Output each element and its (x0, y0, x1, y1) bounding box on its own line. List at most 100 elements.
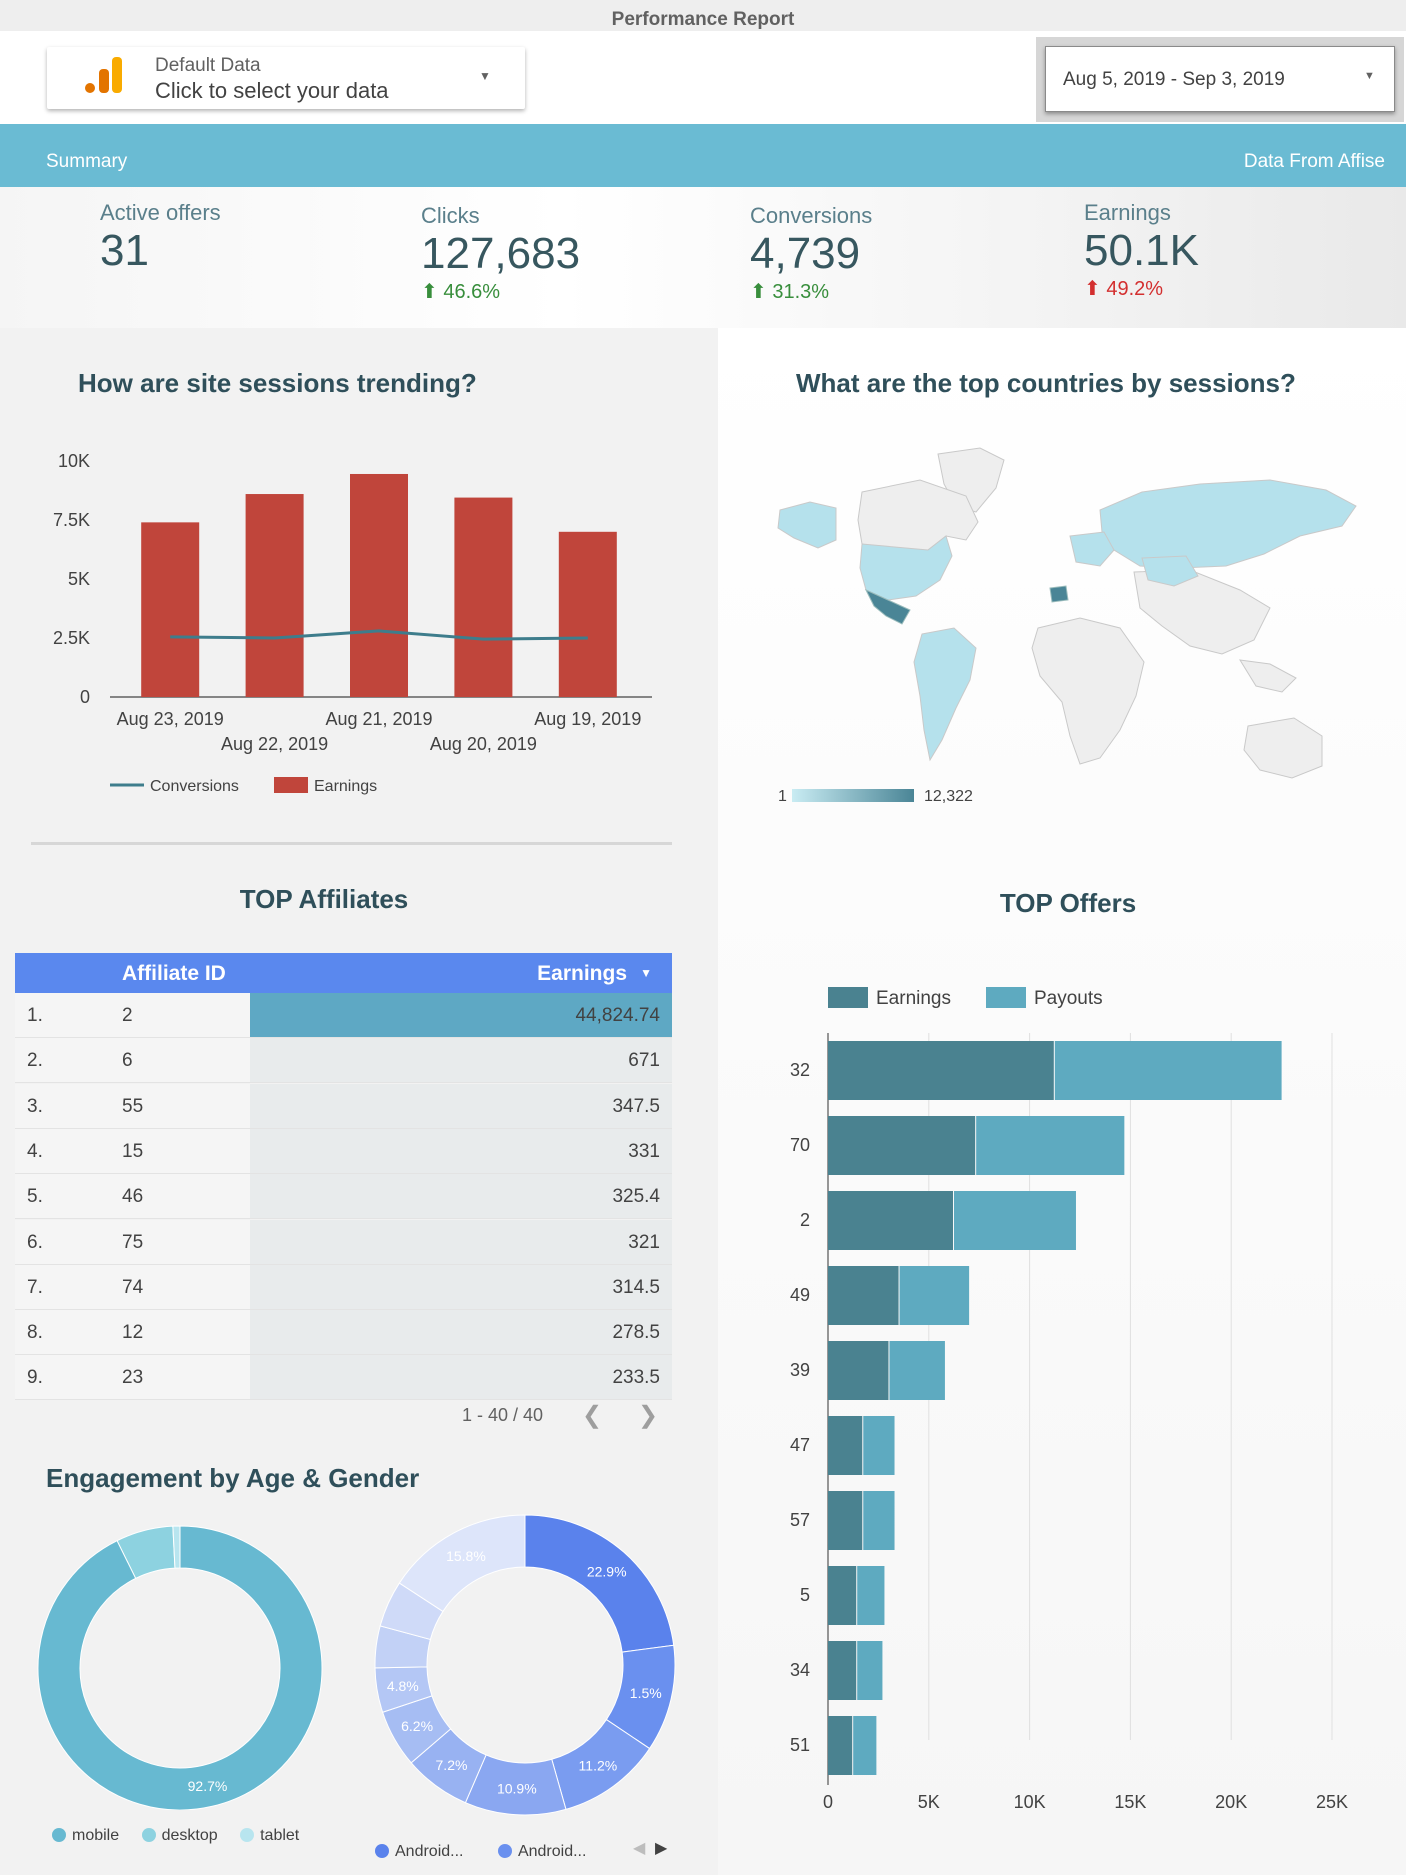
affiliates-title: TOP Affiliates (239, 884, 409, 914)
legend-os-1[interactable]: Android... (375, 1843, 463, 1860)
map-scale-max: 12,322 (924, 788, 973, 805)
pagination-label: 1 - 40 / 40 (462, 1405, 544, 1425)
earnings-bar (250, 1355, 672, 1400)
legend-next-icon[interactable]: ▶ (655, 1840, 668, 1857)
table-row[interactable]: 6. 75 321 (15, 1219, 672, 1265)
kpi-delta: ⬆ 49.2% (1084, 276, 1199, 301)
earnings-bar (828, 1641, 857, 1700)
kpi-active-offers: Active offers 31 (100, 200, 221, 276)
legend-desktop[interactable]: desktop (141, 1827, 218, 1844)
table-row[interactable]: 9. 23 233.5 (15, 1355, 672, 1401)
map-region-spain (1049, 585, 1069, 603)
payouts-bar (899, 1266, 970, 1325)
y-tick-label: 57 (790, 1510, 810, 1530)
kpi-delta: ⬆ 46.6% (421, 279, 580, 304)
slice-label: 7.2% (436, 1757, 468, 1773)
x-tick-label: 20K (1215, 1792, 1247, 1812)
next-page-button[interactable]: ❯ (638, 1402, 659, 1429)
cell-id: 12 (122, 1322, 144, 1344)
earnings-bar (828, 1716, 853, 1775)
cell-id: 74 (122, 1276, 144, 1298)
x-tick-label: Aug 23, 2019 (117, 709, 224, 729)
sessions-bar-chart: 10K 7.5K 5K 2.5K 0 Aug 23, 2019 Aug 22, 2019 Au… (53, 451, 652, 795)
date-range-value: Aug 5, 2019 - Sep 3, 2019 (1063, 69, 1285, 90)
summary-bar (0, 124, 1406, 187)
cell-rank: 1. (27, 1005, 43, 1026)
earnings-bar (245, 494, 304, 697)
page-title: Performance Report (611, 9, 795, 30)
cell-rank: 2. (27, 1050, 43, 1072)
earnings-bar (558, 531, 617, 697)
kpi-delta: ⬆ 31.3% (750, 279, 872, 304)
table-row[interactable]: 4. 15 331 (15, 1128, 672, 1174)
earnings-bar (828, 1566, 857, 1625)
kpi-value: 31 (100, 226, 149, 275)
kpi-value: 4,739 (750, 229, 861, 278)
legend-conversions-label: Conversions (150, 778, 239, 795)
legend-prev-icon[interactable]: ◀ (633, 1840, 646, 1857)
column-header-earnings[interactable]: Earnings (537, 962, 627, 985)
table-row[interactable]: 3. 55 347.5 (15, 1083, 672, 1129)
cell-earnings: 347.5 (612, 1095, 660, 1117)
map-region-europe-east (1069, 531, 1115, 567)
device-legend: mobile desktop tablet (52, 1827, 299, 1845)
cell-earnings: 233.5 (612, 1367, 660, 1389)
kpi-conversions: Conversions 4,739 ⬆ 31.3% (750, 203, 872, 304)
data-source-selector[interactable]: Default Data Click to select your data ▼ (47, 47, 525, 109)
map-region-usa (859, 535, 953, 601)
table-row[interactable]: 2. 6 671 (15, 1038, 672, 1084)
earnings-bar (250, 993, 672, 1037)
legend-payouts-swatch (986, 987, 1026, 1008)
cell-id: 55 (122, 1095, 144, 1117)
x-tick-label: 10K (1014, 1792, 1046, 1812)
cell-id: 23 (122, 1367, 144, 1389)
legend-swatch (497, 1844, 512, 1858)
legend-earnings-label: Earnings (314, 778, 377, 795)
date-range-picker[interactable]: Aug 5, 2019 - Sep 3, 2019 ▼ (1045, 46, 1395, 112)
y-tick-label: 32 (790, 1060, 810, 1080)
map-scale-min: 1 (778, 788, 787, 805)
map-region-mexico (864, 588, 911, 625)
table-row[interactable]: 5. 46 325.4 (15, 1174, 672, 1220)
sessions-chart-title: How are site sessions trending? (78, 368, 477, 398)
y-tick-label: 70 (790, 1135, 810, 1155)
y-tick-label: 2.5K (53, 628, 90, 648)
table-row[interactable]: 7. 74 314.5 (15, 1264, 672, 1310)
legend-os-2[interactable]: Android... (497, 1843, 587, 1860)
legend-mobile[interactable]: mobile (52, 1827, 119, 1844)
cell-rank: 4. (27, 1140, 43, 1162)
slice-label: 4.8% (387, 1678, 419, 1694)
donut-slice (172, 1525, 181, 1569)
y-tick-label: 49 (790, 1285, 810, 1305)
top-bar (0, 0, 1406, 31)
prev-page-button[interactable]: ❮ (582, 1402, 603, 1429)
legend-label: Android... (517, 1843, 587, 1860)
earnings-bar (250, 1083, 672, 1128)
earnings-bar (828, 1266, 899, 1325)
x-tick-label: 25K (1316, 1792, 1348, 1812)
analytics-logo-icon (85, 57, 122, 93)
y-tick-label: 34 (790, 1660, 810, 1680)
legend-label: desktop (161, 1827, 218, 1844)
legend-earnings-swatch (828, 987, 868, 1008)
conversions-line (170, 629, 588, 641)
slice-label: 11.2% (579, 1757, 618, 1773)
table-row[interactable]: 1. 2 44,824.74 (15, 993, 672, 1038)
table-row[interactable]: 8. 12 278.5 (15, 1310, 672, 1356)
arrow-up-icon: ⬆ (1084, 278, 1101, 300)
offers-title: TOP Offers (999, 888, 1137, 918)
dropdown-arrow-icon: ▼ (479, 69, 491, 83)
world-map[interactable]: 1 12,322 (770, 440, 1370, 820)
data-source-hint: Click to select your data (155, 78, 389, 103)
x-tick-label: Aug 21, 2019 (325, 709, 432, 729)
kpi-value: 127,683 (421, 229, 581, 278)
payouts-bar (1054, 1041, 1282, 1100)
earnings-bar (828, 1116, 976, 1175)
cell-rank: 6. (27, 1231, 43, 1253)
sort-desc-icon[interactable]: ▼ (640, 966, 652, 980)
kpi-value: 50.1K (1084, 226, 1199, 275)
legend-earnings-label: Earnings (876, 988, 951, 1009)
column-header-affiliate-id[interactable]: Affiliate ID (122, 962, 226, 985)
legend-tablet[interactable]: tablet (240, 1827, 299, 1844)
slice-label: 10.9% (497, 1781, 537, 1797)
